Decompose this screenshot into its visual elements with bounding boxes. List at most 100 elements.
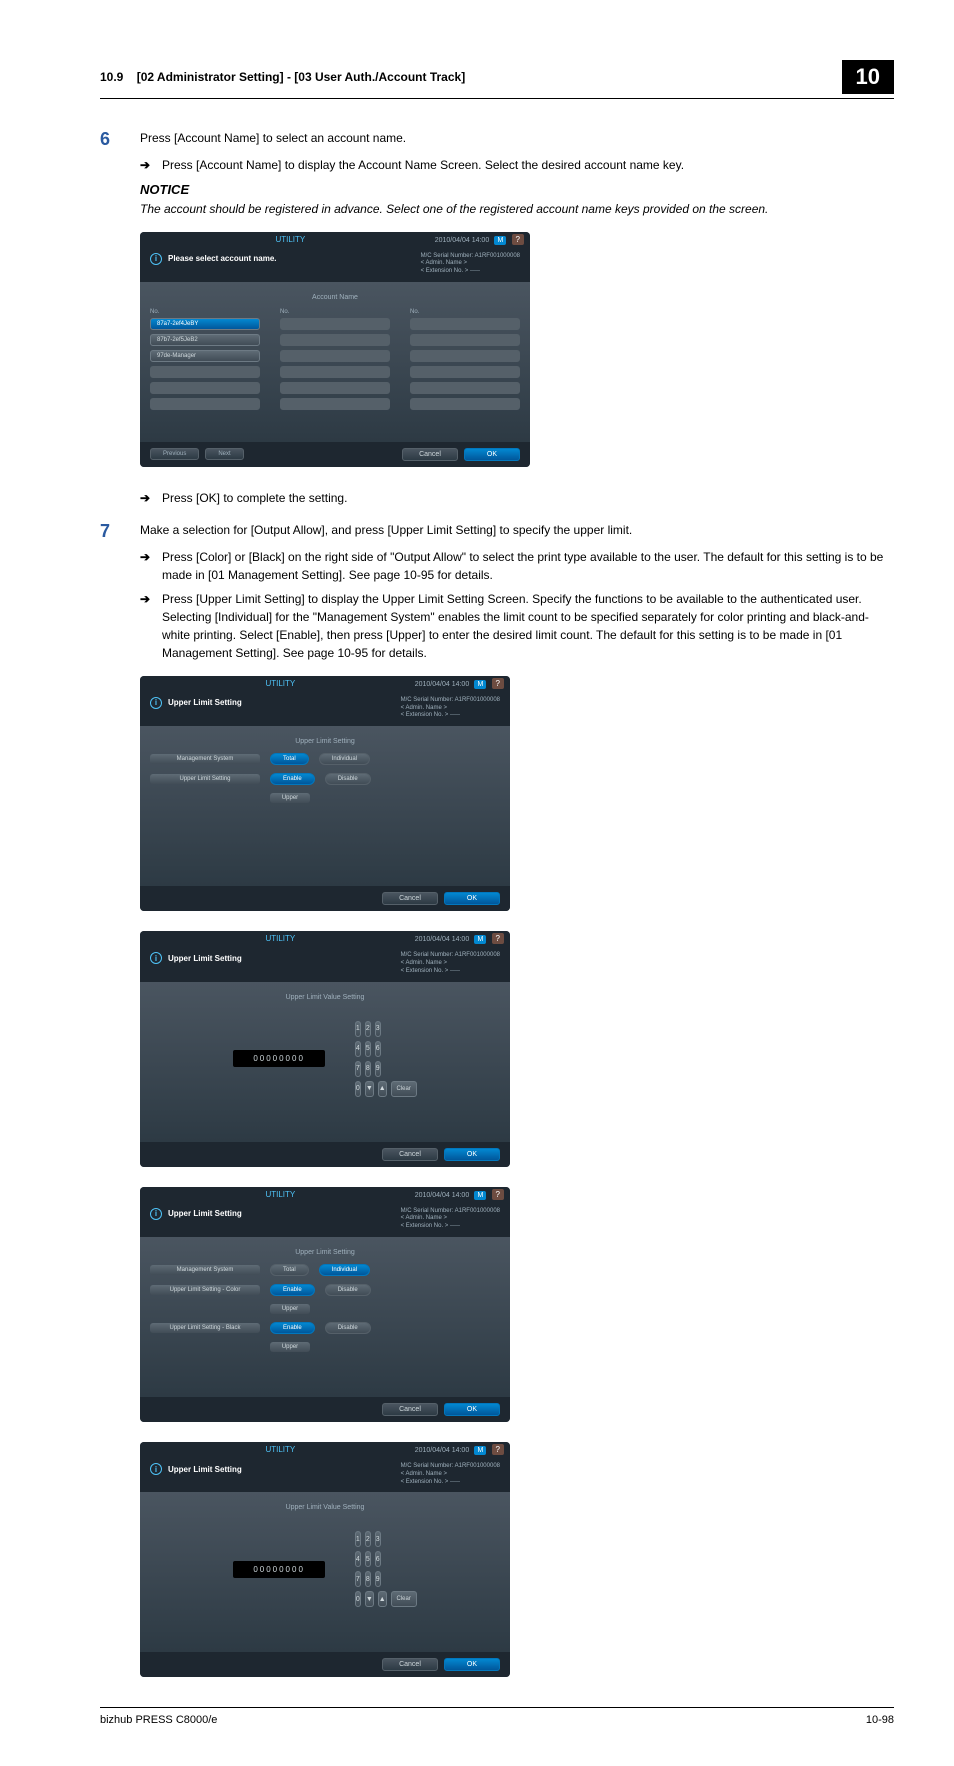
upper-button[interactable]: Upper <box>270 1342 310 1352</box>
cancel-button[interactable]: Cancel <box>402 448 458 461</box>
key-3[interactable]: 3 <box>375 1531 381 1547</box>
section-label: Account Name <box>150 294 520 301</box>
previous-button[interactable]: Previous <box>150 448 199 460</box>
upper-button[interactable]: Upper <box>270 1304 310 1314</box>
shot-title-row: i Upper Limit Setting M/C Serial Number:… <box>140 1202 510 1237</box>
key-6[interactable]: 6 <box>375 1551 381 1567</box>
total-button[interactable]: Total <box>270 753 309 765</box>
key-1[interactable]: 1 <box>355 1021 361 1037</box>
step6-arrow2: ➔ Press [OK] to complete the setting. <box>140 489 894 507</box>
next-button[interactable]: Next <box>205 448 243 460</box>
account-item-empty <box>280 398 390 410</box>
account-item[interactable]: 97de-Manager <box>150 350 260 362</box>
key-up[interactable]: ▲ <box>378 1591 387 1607</box>
help-icon[interactable]: ? <box>512 234 524 245</box>
key-6[interactable]: 6 <box>375 1041 381 1057</box>
key-4[interactable]: 4 <box>355 1551 361 1567</box>
key-9[interactable]: 9 <box>375 1061 381 1077</box>
shot-mode: UTILITY <box>275 235 305 244</box>
ok-button[interactable]: OK <box>444 1403 500 1416</box>
ok-button[interactable]: OK <box>444 1148 500 1161</box>
chapter-badge: 10 <box>842 60 894 94</box>
key-5[interactable]: 5 <box>365 1551 371 1567</box>
disable-button[interactable]: Disable <box>325 1284 371 1296</box>
disable-button[interactable]: Disable <box>325 1322 371 1334</box>
ok-button[interactable]: OK <box>444 892 500 905</box>
arrow-text: Press [Upper Limit Setting] to display t… <box>162 590 894 662</box>
cancel-button[interactable]: Cancel <box>382 1403 438 1416</box>
upper-limit-label: Upper Limit Setting <box>150 774 260 784</box>
account-item-empty <box>280 350 390 362</box>
arrow-icon: ➔ <box>140 590 162 662</box>
arrow-text: Press [Color] or [Black] on the right si… <box>162 548 894 584</box>
total-button[interactable]: Total <box>270 1264 309 1276</box>
individual-button[interactable]: Individual <box>319 1264 370 1276</box>
help-icon[interactable]: ? <box>492 678 504 689</box>
disable-button[interactable]: Disable <box>325 773 371 785</box>
key-7[interactable]: 7 <box>355 1571 361 1587</box>
cancel-button[interactable]: Cancel <box>382 1148 438 1161</box>
key-9[interactable]: 9 <box>375 1571 381 1587</box>
key-8[interactable]: 8 <box>365 1571 371 1587</box>
key-7[interactable]: 7 <box>355 1061 361 1077</box>
key-clear[interactable]: Clear <box>391 1591 417 1607</box>
shot-topbar: UTILITY 2010/04/04 14:00 M ? <box>140 1442 510 1457</box>
shot-footer: Cancel OK <box>140 886 510 911</box>
cancel-button[interactable]: Cancel <box>382 892 438 905</box>
serial-number: M/C Serial Number: A1RF001000008 <box>401 952 500 960</box>
account-item-empty <box>150 366 260 378</box>
key-2[interactable]: 2 <box>365 1531 371 1547</box>
key-0[interactable]: 0 <box>355 1081 361 1097</box>
key-1[interactable]: 1 <box>355 1531 361 1547</box>
shot-title-row: i Upper Limit Setting M/C Serial Number:… <box>140 946 510 981</box>
account-item-empty <box>150 398 260 410</box>
key-up[interactable]: ▲ <box>378 1081 387 1097</box>
key-down[interactable]: ▼ <box>365 1591 374 1607</box>
key-2[interactable]: 2 <box>365 1021 371 1037</box>
upper-button[interactable]: Upper <box>270 793 310 803</box>
memory-icon: M <box>474 1446 486 1455</box>
mgmt-system-label: Management System <box>150 754 260 764</box>
account-item[interactable]: 87b7-2ef5JeB2 <box>150 334 260 346</box>
info-icon: i <box>150 1208 162 1220</box>
account-item-empty <box>410 318 520 330</box>
key-3[interactable]: 3 <box>375 1021 381 1037</box>
shot-info-right: M/C Serial Number: A1RF001000008 < Admin… <box>401 697 500 720</box>
key-8[interactable]: 8 <box>365 1061 371 1077</box>
account-item-empty <box>280 366 390 378</box>
key-4[interactable]: 4 <box>355 1041 361 1057</box>
arrow-icon: ➔ <box>140 548 162 584</box>
section-number: 10.9 <box>100 70 123 84</box>
shot-footer: Cancel OK <box>140 1142 510 1167</box>
account-item-empty <box>150 382 260 394</box>
shot-datetime: 2010/04/04 14:00 <box>435 237 490 244</box>
enable-button[interactable]: Enable <box>270 1322 315 1334</box>
help-icon[interactable]: ? <box>492 1444 504 1455</box>
step-number: 6 <box>100 129 140 150</box>
serial-number: M/C Serial Number: A1RF001000008 <box>421 253 520 261</box>
arrow-icon: ➔ <box>140 489 162 507</box>
enable-button[interactable]: Enable <box>270 773 315 785</box>
arrow-text: Press [Account Name] to display the Acco… <box>162 156 894 174</box>
extension-no: < Extension No. > ----- <box>401 1223 500 1231</box>
key-clear[interactable]: Clear <box>391 1081 417 1097</box>
key-5[interactable]: 5 <box>365 1041 371 1057</box>
help-icon[interactable]: ? <box>492 933 504 944</box>
extension-no: < Extension No. > ----- <box>401 1479 500 1487</box>
ok-button[interactable]: OK <box>464 448 520 461</box>
serial-number: M/C Serial Number: A1RF001000008 <box>401 1463 500 1471</box>
enable-button[interactable]: Enable <box>270 1284 315 1296</box>
section-label: Upper Limit Setting <box>150 738 500 745</box>
help-icon[interactable]: ? <box>492 1189 504 1200</box>
section-label: Upper Limit Value Setting <box>150 994 500 1001</box>
ok-button[interactable]: OK <box>444 1658 500 1671</box>
shot-topbar: UTILITY 2010/04/04 14:00 M ? <box>140 676 510 691</box>
account-item-empty <box>410 398 520 410</box>
shot-body: Account Name No. 87a7-2ef4JeBY 87b7-2ef5… <box>140 282 530 442</box>
shot-footer: Cancel OK <box>140 1652 510 1677</box>
account-item[interactable]: 87a7-2ef4JeBY <box>150 318 260 330</box>
individual-button[interactable]: Individual <box>319 753 370 765</box>
key-0[interactable]: 0 <box>355 1591 361 1607</box>
cancel-button[interactable]: Cancel <box>382 1658 438 1671</box>
key-down[interactable]: ▼ <box>365 1081 374 1097</box>
